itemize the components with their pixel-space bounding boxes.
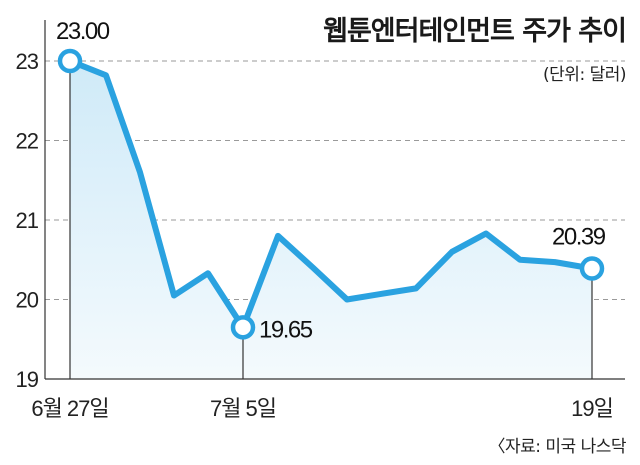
data-label: 19.65 <box>259 316 313 343</box>
y-tick-label: 20 <box>16 288 39 313</box>
x-tick-label: 6월 27일 <box>31 396 108 421</box>
y-tick-label: 19 <box>16 367 39 392</box>
unit-label: (단위: 달러) <box>543 65 626 85</box>
y-tick-label: 22 <box>16 129 39 154</box>
x-tick-label: 7월 5일 <box>210 396 276 421</box>
source-label: 〈자료: 미국 나스닥 <box>488 437 626 457</box>
series-line <box>67 58 595 331</box>
y-tick-label: 23 <box>16 49 39 74</box>
tick-labels: 19 20 21 22 23 6월 27일 7월 5일 19일 <box>16 49 614 421</box>
data-point-marker <box>579 256 605 281</box>
data-point-marker <box>57 48 83 74</box>
point-markers: 23.00 19.65 20.39 <box>56 18 607 343</box>
data-label: 20.39 <box>552 223 606 250</box>
chart-title: 웹툰엔터테인먼트 주가 추이 <box>323 16 626 47</box>
data-label: 23.00 <box>56 18 110 45</box>
y-tick-label: 21 <box>16 208 39 233</box>
area-path <box>70 61 592 379</box>
x-tick-label: 19일 <box>571 396 613 421</box>
area-fill <box>70 61 592 379</box>
series-path <box>67 58 595 331</box>
data-point-marker <box>230 315 256 340</box>
